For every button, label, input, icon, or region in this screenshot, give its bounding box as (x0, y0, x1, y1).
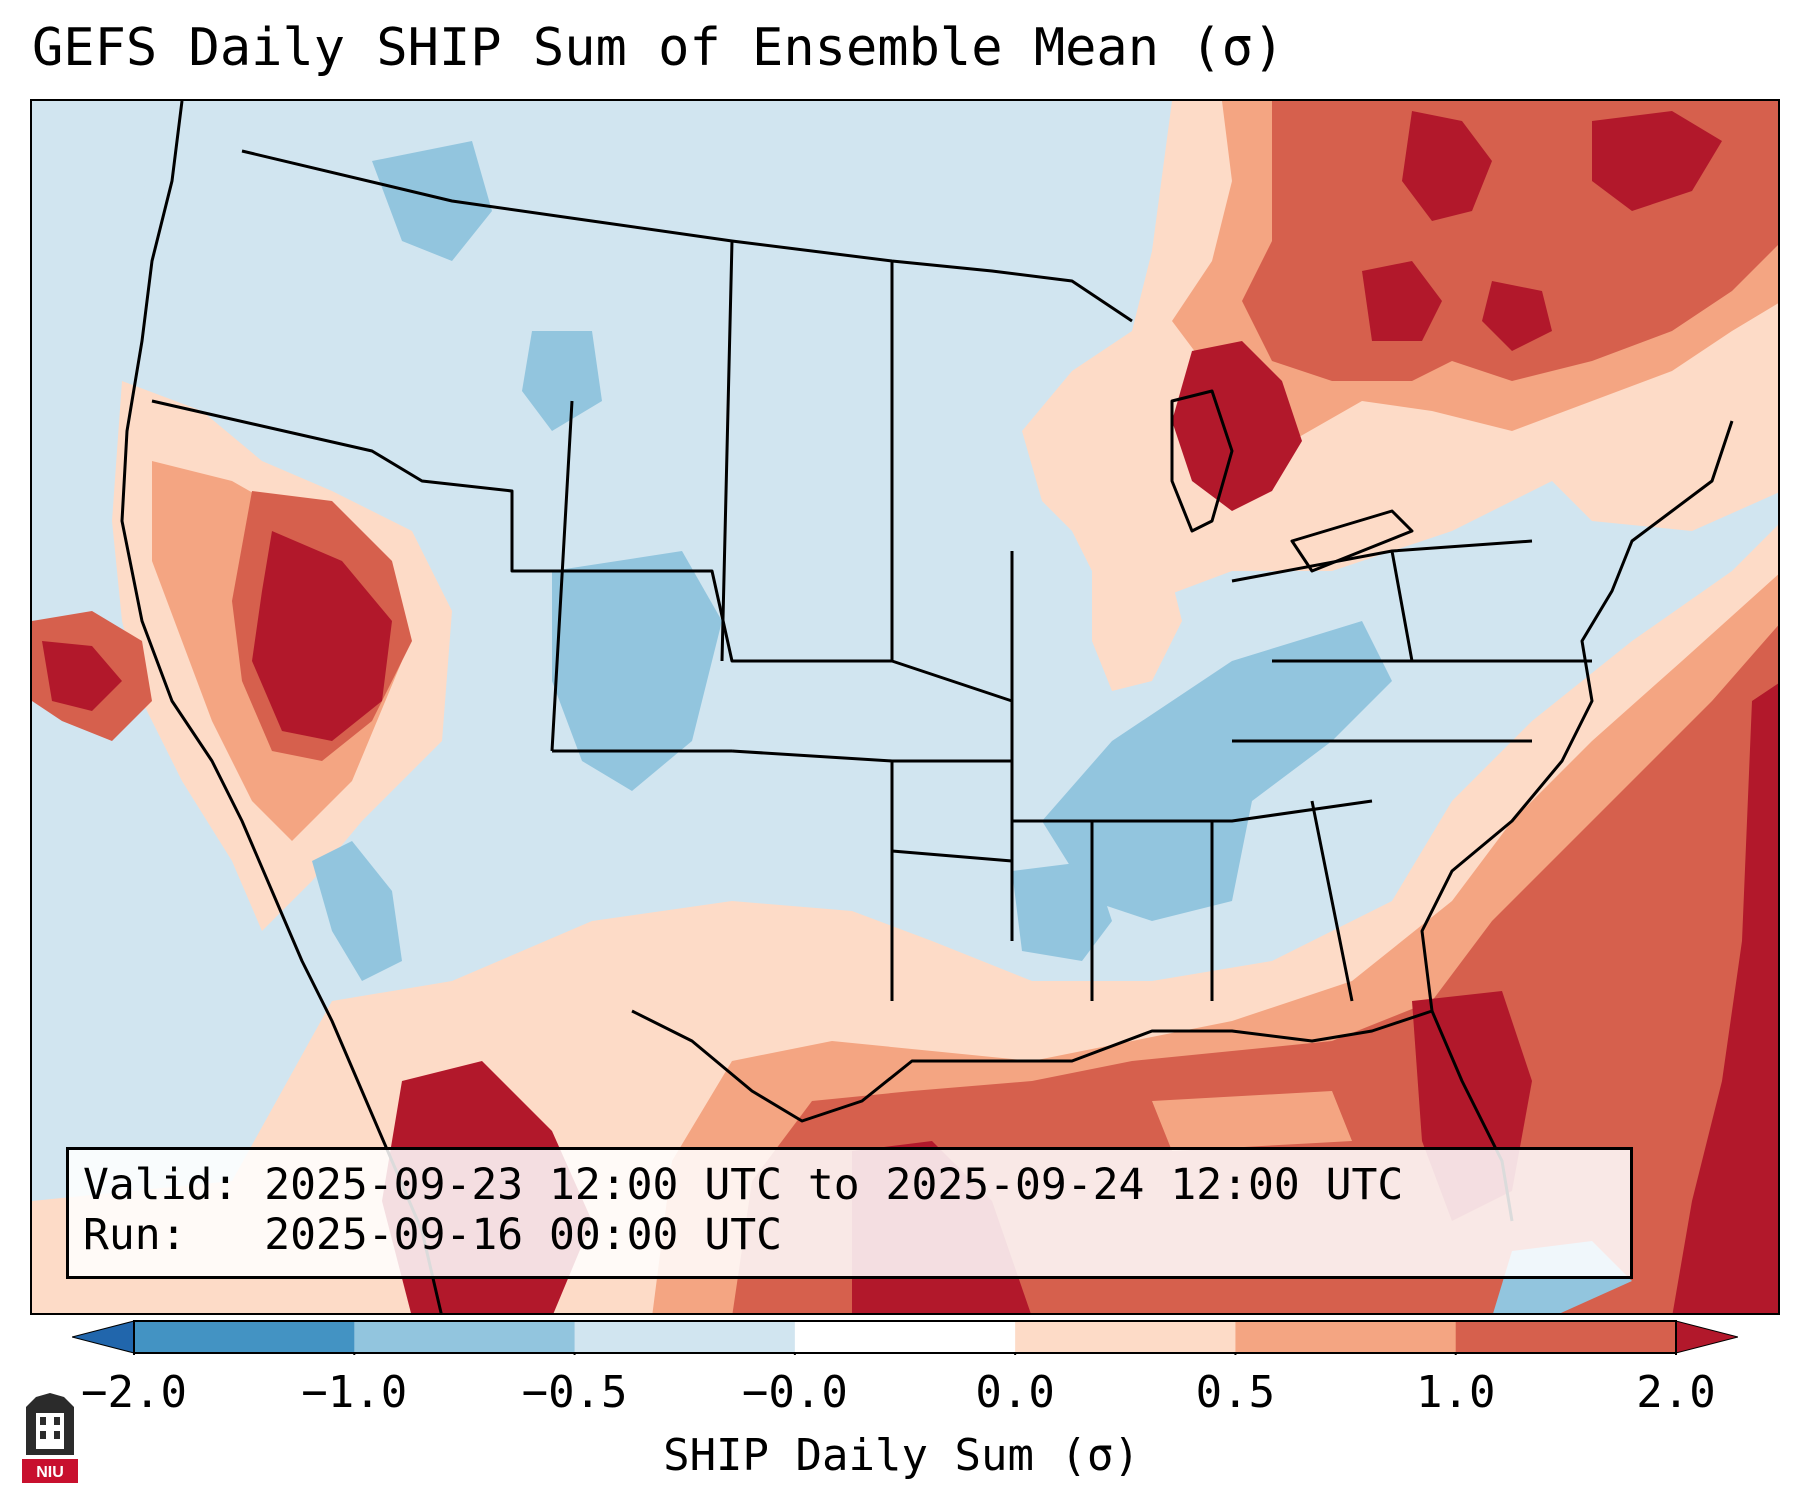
colorbar-tick-label: 0.0 (975, 1367, 1055, 1418)
valid-value: 2025-09-23 12:00 UTC to 2025-09-24 12:00… (264, 1160, 1404, 1210)
colorbar-tick-label: 2.0 (1636, 1367, 1716, 1418)
warm-region-midwest (1092, 531, 1182, 691)
gulf-coast (631, 1009, 1514, 1222)
colorbar-over-arrow (1675, 1320, 1739, 1354)
colorbar-bin (1235, 1321, 1457, 1353)
colorbar-bin (354, 1321, 576, 1353)
colorbar-under-arrow (71, 1320, 135, 1354)
warm-region-south (32, 525, 1778, 1313)
colorbar-bin (1455, 1321, 1677, 1353)
chart-title: GEFS Daily SHIP Sum of Ensemble Mean (σ) (32, 18, 1285, 78)
colorbar-bin (794, 1321, 1016, 1353)
colorbar-bin (574, 1321, 796, 1353)
colorbar-bin (134, 1321, 355, 1353)
colorbar-graphic (71, 1320, 1739, 1361)
pacific-ocean (32, 101, 152, 601)
colorbar (71, 1319, 1739, 1361)
lake-michigan (1170, 389, 1234, 533)
colorbar-bin (1015, 1321, 1236, 1353)
state-lines-west (151, 399, 1013, 703)
valid-label: Valid: (83, 1160, 239, 1210)
run-value: 2025-09-16 00:00 UTC (264, 1210, 782, 1260)
info-box: Valid: 2025-09-23 12:00 UTC to 2025-09-2… (66, 1147, 1633, 1279)
map-panel[interactable] (30, 99, 1780, 1315)
logo-text: NIU (36, 1464, 64, 1481)
colorbar-tick-label: 1.0 (1415, 1367, 1496, 1418)
colorbar-frame (133, 1320, 1677, 1354)
colorbar-tick-label: −1.0 (301, 1367, 408, 1418)
state-lines-mid (550, 240, 1014, 1001)
canada-border (241, 149, 1133, 323)
warm-region-west (32, 381, 452, 931)
warm-region-northeast (1022, 101, 1778, 601)
niu-logo: NIU (22, 1393, 78, 1485)
boundaries (120, 101, 1734, 1313)
colorbar-tick-label: −0.5 (521, 1367, 628, 1418)
anomaly-map (32, 101, 1778, 1313)
colorbar-label: SHIP Daily Sum (σ) (663, 1430, 1140, 1481)
run-label: Run: (83, 1210, 187, 1260)
state-lines-south (891, 799, 1373, 1002)
lake-erie (1290, 509, 1414, 573)
colorbar-tick-label: −0.0 (741, 1367, 848, 1418)
colorbar-tick-label: −2.0 (81, 1367, 187, 1418)
atlantic-coast (1420, 420, 1734, 1012)
colorbar-tick-label: 0.5 (1195, 1367, 1276, 1418)
coastline-west (120, 101, 443, 1313)
state-lines-east (1231, 539, 1592, 743)
